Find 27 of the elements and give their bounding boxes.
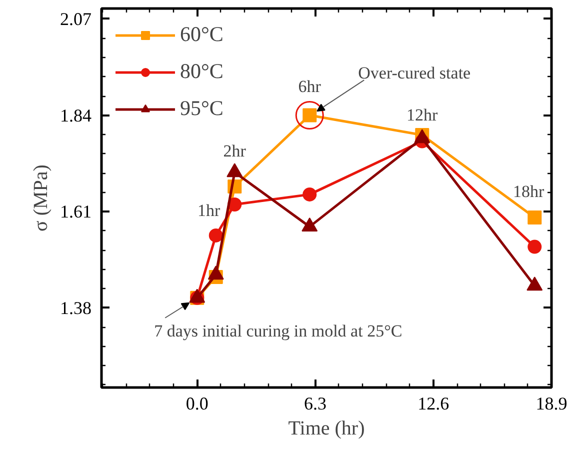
point [208, 228, 223, 242]
annotation: 1hr [198, 200, 221, 220]
y-tick-label: 1.84 [60, 105, 92, 126]
point [528, 240, 542, 254]
annotation: 6hr [298, 76, 322, 96]
point [302, 218, 318, 232]
annotation: 7 days initial curing in mold at 25°C [154, 321, 402, 340]
annotation: 18hr [513, 182, 545, 201]
y-axis-title: σ (MPa) [30, 164, 52, 232]
legend-label: 80°C [180, 59, 224, 84]
annotation: 2hr [223, 142, 246, 161]
annotation: Over-cured state [358, 64, 471, 83]
x-tick-label: 0.0 [186, 394, 208, 414]
y-tick-label: 1.38 [60, 298, 92, 318]
x-tick-label: 6.3 [304, 394, 326, 414]
point [208, 266, 224, 280]
legend-label: 95°C [180, 96, 224, 121]
x-tick-label: 18.9 [536, 394, 568, 414]
y-tick-label: 1.61 [60, 202, 92, 222]
x-tick-label: 12.6 [418, 394, 450, 414]
point [302, 187, 317, 202]
legend-label: 60°C [180, 22, 224, 47]
point [526, 276, 543, 291]
point [528, 210, 542, 224]
x-axis-title: Time (hr) [288, 418, 365, 440]
y-tick-label: 2.07 [60, 8, 92, 29]
annotation: 12hr [406, 105, 438, 124]
